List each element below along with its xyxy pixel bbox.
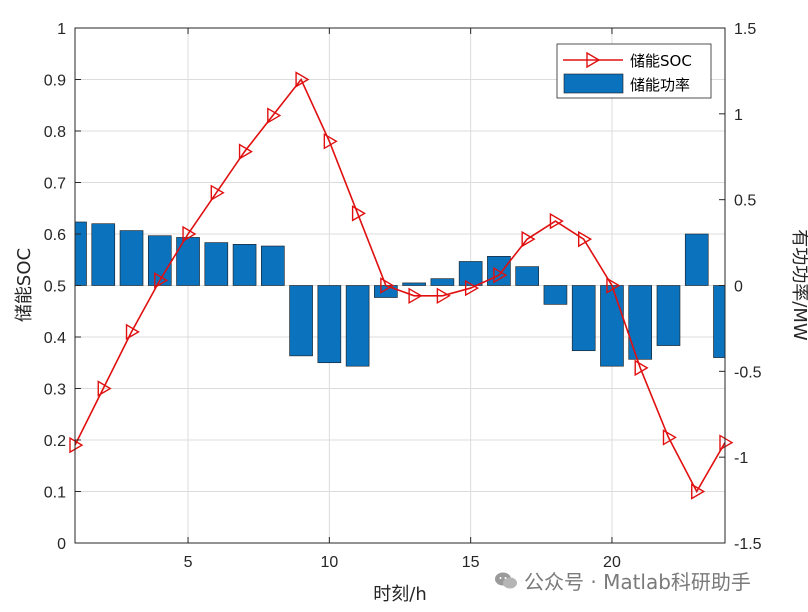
y-left-tick-label: 0.3 xyxy=(44,382,66,399)
bar xyxy=(74,221,87,286)
y-axis-right-title: 有功功率/MW xyxy=(789,229,808,341)
y-left-tick-label: 1 xyxy=(57,21,66,38)
y-left-tick-label: 0.9 xyxy=(44,73,66,90)
legend: 储能SOC 储能功率 xyxy=(556,43,712,99)
y-left-tick-label: 0 xyxy=(57,536,66,553)
soc-marker xyxy=(238,143,253,160)
soc-marker xyxy=(210,184,225,202)
soc-marker xyxy=(323,133,338,150)
y-right-tick-label: -0.5 xyxy=(734,364,762,381)
x-tick-label: 15 xyxy=(462,554,480,571)
bar xyxy=(119,230,144,286)
y-axis-left-title: 储能SOC xyxy=(14,248,35,322)
soc-marker xyxy=(691,483,706,500)
y-left-tick-label: 0.4 xyxy=(44,330,66,347)
watermark-text: 公众号 · Matlab科研助手 xyxy=(524,570,751,594)
y-right-tick-label: 0.5 xyxy=(734,193,756,210)
soc-marker xyxy=(267,107,282,124)
soc-marker xyxy=(408,287,423,305)
soc-line xyxy=(74,77,726,494)
legend-triangle-marker-icon xyxy=(586,51,601,69)
soc-marker xyxy=(154,272,169,289)
y-left-tick-label: 0.7 xyxy=(44,176,66,193)
x-tick-label: 5 xyxy=(184,554,193,571)
y-right-tick-label: -1.5 xyxy=(734,536,762,553)
bar xyxy=(713,285,726,358)
legend-bar-swatch xyxy=(563,73,624,94)
bar xyxy=(600,285,624,367)
bar xyxy=(317,285,342,364)
bar xyxy=(176,237,200,286)
soc-marker xyxy=(125,323,140,341)
bar xyxy=(345,285,370,367)
bar xyxy=(458,261,483,286)
bar xyxy=(430,278,455,286)
wechat-icon xyxy=(495,572,517,588)
bar xyxy=(232,244,257,286)
y-left-tick-label: 0.2 xyxy=(44,433,66,450)
soc-marker xyxy=(634,359,649,377)
soc-marker xyxy=(521,230,536,248)
soc-marker xyxy=(493,266,508,284)
line-series xyxy=(69,71,734,500)
y-left-tick-label: 0.8 xyxy=(44,124,66,141)
soc-marker xyxy=(380,277,395,294)
soc-marker xyxy=(436,287,451,305)
soc-marker xyxy=(719,434,734,451)
axis-ticks: 5 10 15 2000.10.20.30.40.50.60.70.80.91-1.5… xyxy=(44,21,762,571)
bar xyxy=(571,285,596,352)
y-right-tick-label: -1 xyxy=(734,450,748,467)
soc-marker xyxy=(662,429,677,446)
soc-marker xyxy=(577,230,593,248)
watermark: 公众号 · Matlab科研助手 xyxy=(494,566,751,595)
soc-marker xyxy=(182,225,197,243)
soc-marker xyxy=(295,71,310,88)
y-left-tick-label: 0.5 xyxy=(44,279,66,296)
bar xyxy=(374,285,398,298)
bar xyxy=(515,266,539,286)
bar xyxy=(91,223,116,286)
bar xyxy=(289,285,313,357)
bar xyxy=(656,285,681,346)
soc-marker xyxy=(549,212,564,230)
soc-marker xyxy=(464,279,480,297)
soc-marker xyxy=(351,205,366,222)
bar xyxy=(684,233,709,286)
bar xyxy=(628,285,653,360)
bar xyxy=(261,245,285,286)
y-right-tick-label: 1 xyxy=(734,107,743,124)
bar xyxy=(402,282,426,286)
soc-marker xyxy=(606,277,621,294)
bar xyxy=(147,235,172,286)
legend-label-power: 储能功率 xyxy=(630,76,690,94)
bar xyxy=(204,242,229,286)
bar xyxy=(543,285,568,305)
soc-marker xyxy=(97,380,112,397)
y-left-tick-label: 0.1 xyxy=(44,485,66,502)
legend-label-soc: 储能SOC xyxy=(630,52,692,70)
x-tick-label: 10 xyxy=(320,554,338,571)
x-axis-title: 时刻/h xyxy=(373,584,426,605)
soc-marker xyxy=(69,436,84,454)
y-right-tick-label: 0 xyxy=(734,279,743,296)
y-right-tick-label: 1.5 xyxy=(734,21,756,38)
y-left-tick-label: 0.6 xyxy=(44,227,66,244)
x-tick-label: 20 xyxy=(603,554,621,571)
